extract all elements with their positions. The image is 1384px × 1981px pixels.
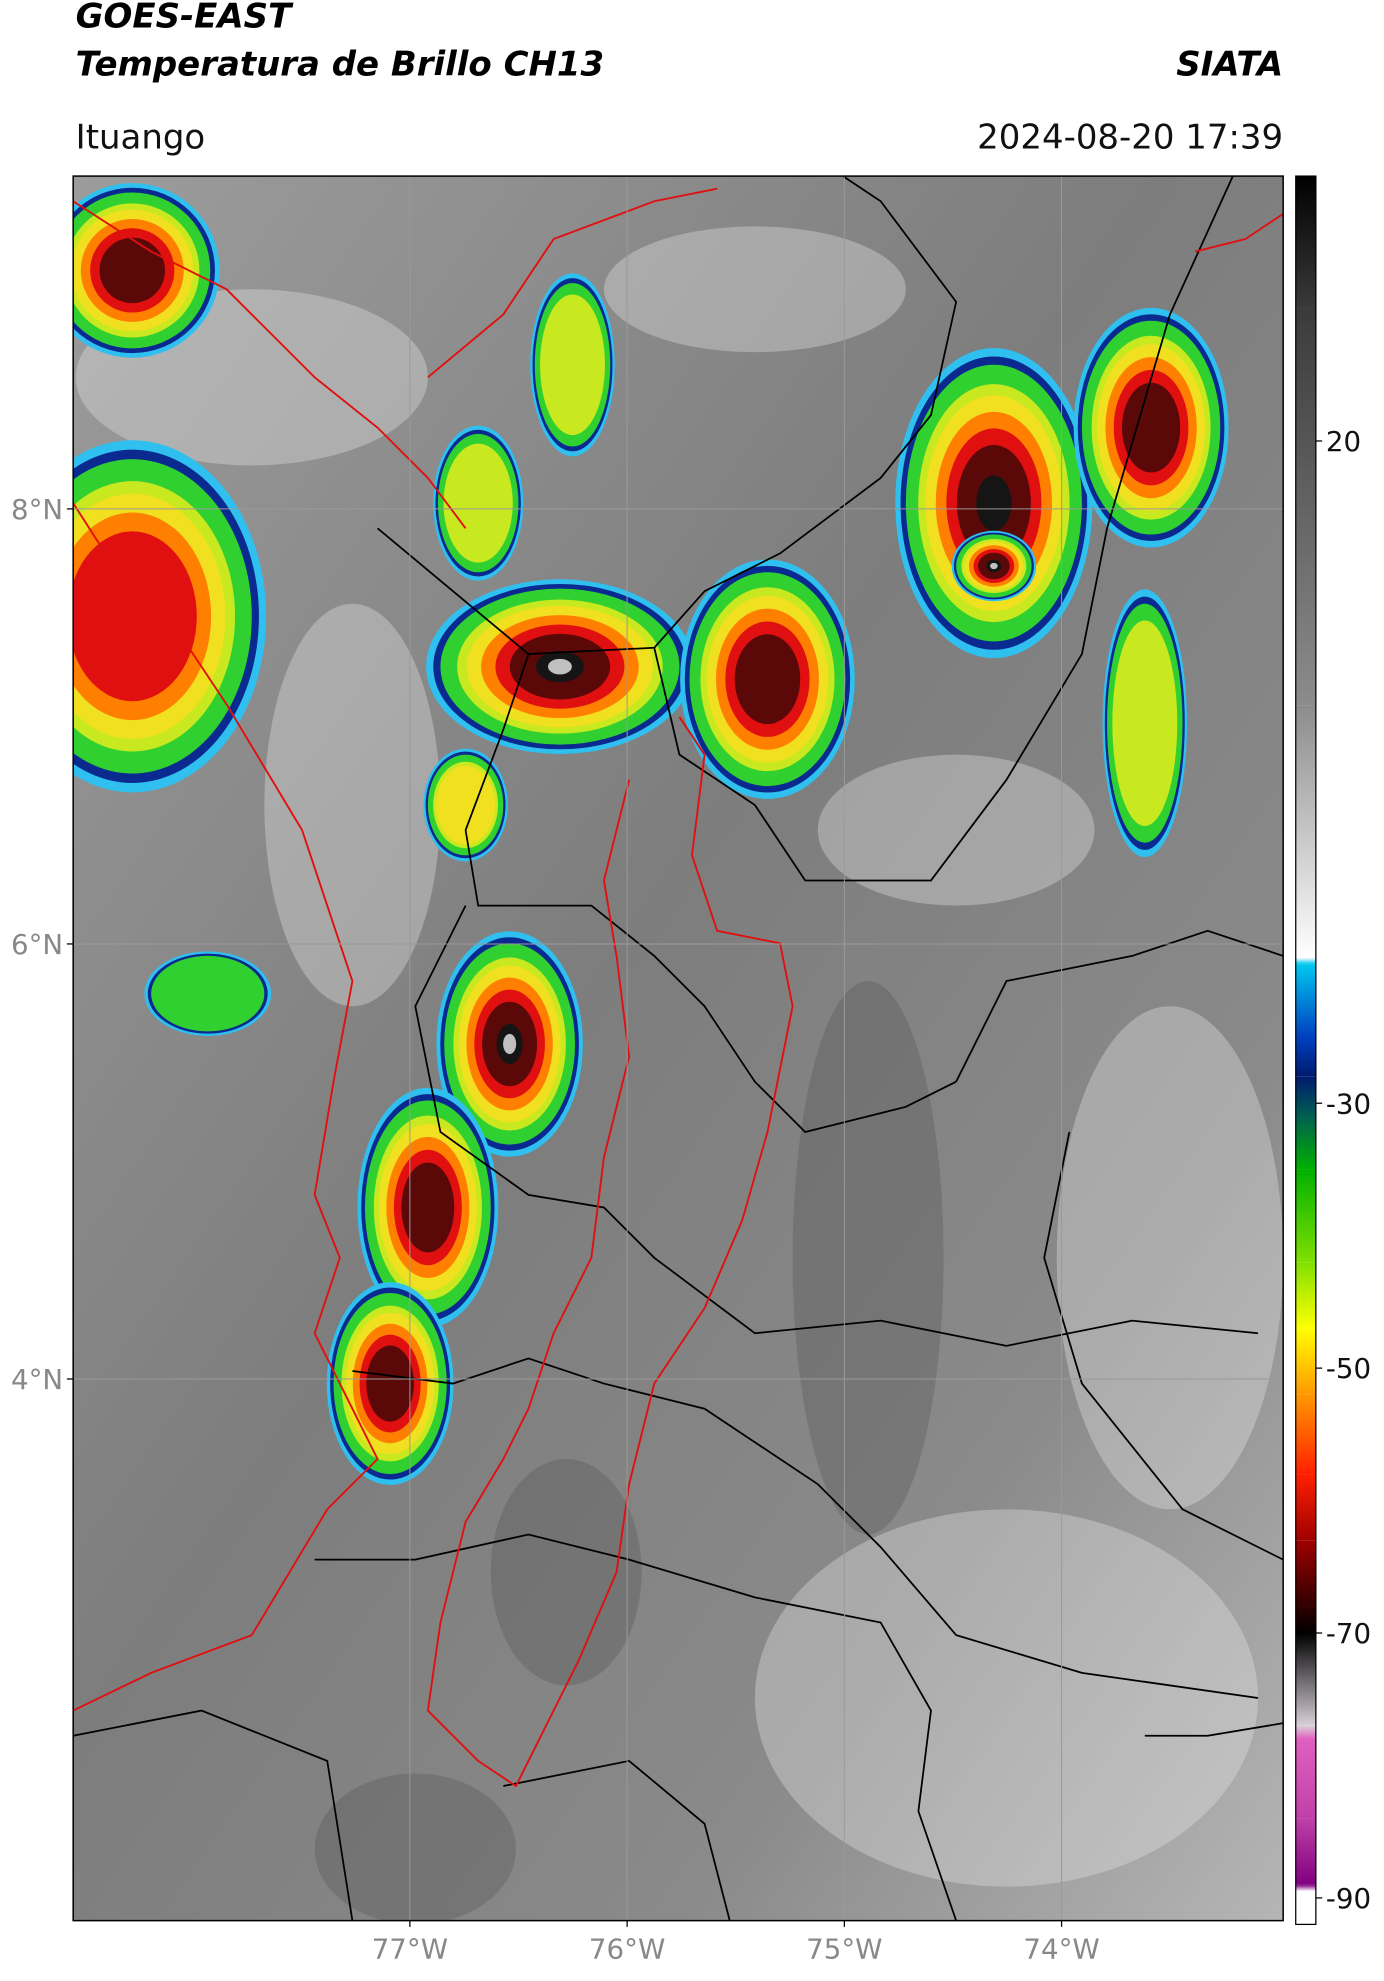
colorbar-tick-label: -50 xyxy=(1326,1352,1371,1385)
storm-cell xyxy=(99,237,166,304)
colorbar-segment xyxy=(1295,1262,1316,1329)
colorbar-tick-label: 20 xyxy=(1326,425,1361,458)
colorbar-segment xyxy=(1295,964,1316,1037)
colorbar-segment xyxy=(1295,1725,1316,1739)
colorbar-segment xyxy=(1295,1474,1316,1541)
storm-cell xyxy=(436,765,496,845)
colorbar-segment xyxy=(1295,1633,1316,1726)
storms xyxy=(73,183,1229,1485)
colorbar-segment xyxy=(1295,957,1316,965)
gridlines xyxy=(73,176,1284,1921)
colorbar-segment xyxy=(1295,1328,1316,1395)
x-tick-label: 76°W xyxy=(589,1932,665,1965)
subtitle: Temperatura de Brillo CH13 xyxy=(76,44,604,84)
colorbar-segment xyxy=(1295,1394,1316,1475)
storm-cell xyxy=(151,955,265,1032)
storm-cell xyxy=(401,1162,455,1253)
y-tick-label: 8°N xyxy=(11,493,63,526)
colorbar-tick-label: -30 xyxy=(1326,1087,1371,1120)
colorbar-segment xyxy=(1295,1036,1316,1077)
colorbar-frame xyxy=(1295,175,1317,1926)
colorbar-segment xyxy=(1295,1540,1316,1607)
colorbar-segment xyxy=(1295,1606,1316,1634)
colorbar-segment xyxy=(1295,1891,1316,1925)
storm-cell xyxy=(734,634,801,725)
storm-cell xyxy=(540,294,605,436)
region: Ituango xyxy=(76,117,206,157)
storm-cell xyxy=(1122,382,1181,473)
title: GOES-EAST xyxy=(76,0,294,37)
colorbar: -90 -70 -50 -30 20 xyxy=(1295,175,1371,1926)
x-tick-label: 75°W xyxy=(806,1932,882,1965)
storm-cell xyxy=(990,562,998,570)
colorbar-segment xyxy=(1295,705,1316,958)
colorbar-segment xyxy=(1295,1169,1316,1263)
storm-cell xyxy=(366,1345,414,1422)
map xyxy=(73,176,1284,1921)
storm-cell xyxy=(976,475,1012,531)
colorbar-segment xyxy=(1295,1884,1316,1892)
storm-cell xyxy=(73,531,197,702)
map-frame xyxy=(72,175,1284,1922)
colorbar-tick-label: -70 xyxy=(1326,1617,1371,1650)
colorbar-segment xyxy=(1295,1818,1316,1885)
colorbar-segment xyxy=(1295,1116,1316,1170)
x-tick-label: 77°W xyxy=(372,1932,448,1965)
storm-cell xyxy=(547,658,572,675)
y-tick-label: 6°N xyxy=(11,928,63,961)
storm-cell xyxy=(443,443,513,563)
colorbar-segment xyxy=(1295,1076,1316,1117)
storm-cell xyxy=(1112,620,1178,826)
coast-and-region xyxy=(73,187,1284,1788)
borders xyxy=(73,176,1284,1921)
colorbar-segment xyxy=(1295,308,1316,706)
colorbar-segment xyxy=(1295,176,1316,309)
cloud-texture xyxy=(75,226,1284,1887)
x-tick-label: 74°W xyxy=(1023,1932,1099,1965)
colorbar-segment xyxy=(1295,1738,1316,1819)
timestamp: 2024-08-20 17:39 xyxy=(977,117,1283,157)
storm-cell xyxy=(503,1033,517,1055)
y-tick-label: 4°N xyxy=(11,1363,63,1396)
dark-texture xyxy=(314,981,944,1921)
source: SIATA xyxy=(1176,44,1283,84)
colorbar-tick-label: -90 xyxy=(1326,1882,1371,1915)
tick-labels: 77°W 76°W 75°W 74°W 4°N 6°N 8°N xyxy=(11,493,1100,1965)
